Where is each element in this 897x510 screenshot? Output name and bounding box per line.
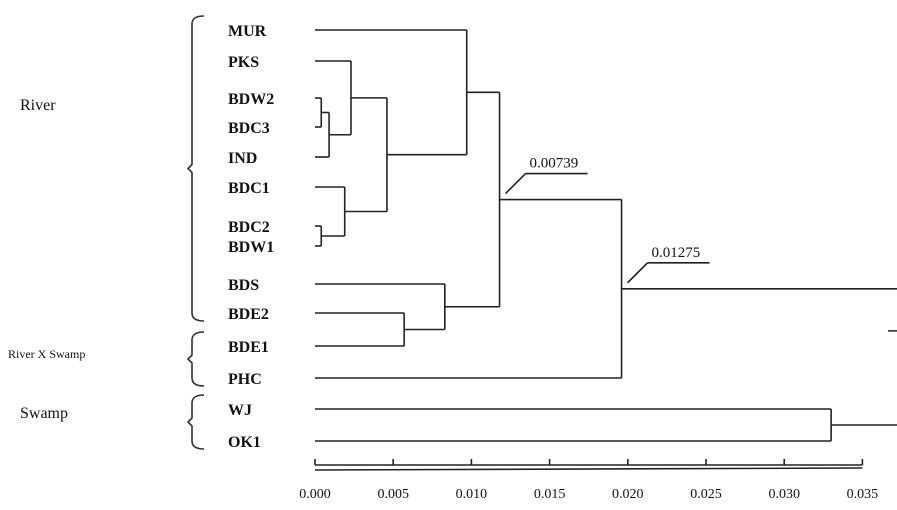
merge-n5 <box>315 186 346 237</box>
x-axis: 0.000 0.005 0.010 0.015 0.020 0.025 0.030 0.035 <box>299 459 878 502</box>
x-tick-label: 0.030 <box>768 487 800 502</box>
merge-n13 <box>621 287 897 426</box>
merge-n9 <box>315 283 446 331</box>
leader-diagonal <box>626 262 649 284</box>
leaf-label-bdc3: BDC3 <box>228 120 270 137</box>
leaf-label-bdw2: BDW2 <box>228 91 274 108</box>
merge-n1 <box>315 97 323 128</box>
merge-n2 <box>315 225 323 247</box>
node-label-n13: 0.03222 <box>888 330 897 332</box>
brace-shape <box>186 394 205 450</box>
group-label: Swamp <box>20 405 68 422</box>
leaf-label-ok1: OK1 <box>228 434 261 451</box>
merge-n12 <box>315 408 832 442</box>
group-swamp: Swamp <box>20 394 205 450</box>
leaf-label-bds: BDS <box>228 277 259 294</box>
node-label-n11: 0.01275 <box>626 245 710 284</box>
leader-diagonal <box>504 172 527 195</box>
brace-shape <box>186 331 205 387</box>
merge-n8 <box>315 312 405 347</box>
group-label: River X Swamp <box>8 347 85 361</box>
node-height-label: 0.00739 <box>530 156 579 172</box>
node-label-n10: 0.00739 <box>504 156 588 195</box>
leaf-label-mur: MUR <box>228 23 267 40</box>
leaf-label-bde2: BDE2 <box>228 306 269 323</box>
merge-n11 <box>315 198 623 379</box>
leaf-label-bdc1: BDC1 <box>228 180 270 197</box>
merge-n7 <box>315 29 468 156</box>
leaf-label-bdc2: BDC2 <box>228 219 270 236</box>
leaf-label-bde1: BDE1 <box>228 339 269 356</box>
x-tick-label: 0.000 <box>299 487 331 502</box>
x-tick-label: 0.035 <box>847 487 879 502</box>
leaf-label-bdw1: BDW1 <box>228 239 274 256</box>
leaf-label-phc: PHC <box>228 371 262 388</box>
leaf-label-wj: WJ <box>228 402 252 419</box>
leaf-label-ind: IND <box>228 150 257 167</box>
group-river: River <box>20 15 205 322</box>
x-tick-label: 0.010 <box>456 487 488 502</box>
x-tick-label: 0.005 <box>377 487 409 502</box>
x-axis-baseline <box>314 467 863 471</box>
merge-n10 <box>444 91 501 308</box>
x-tick-label: 0.025 <box>690 487 722 502</box>
x-tick-label: 0.020 <box>612 487 644 502</box>
node-height-label: 0.01275 <box>652 245 701 261</box>
leaf-label-pks: PKS <box>228 54 259 71</box>
brace-shape <box>186 15 205 322</box>
group-river-x-swamp: River X Swamp <box>8 331 205 387</box>
x-tick-label: 0.015 <box>534 487 566 502</box>
group-label: River <box>20 97 56 114</box>
